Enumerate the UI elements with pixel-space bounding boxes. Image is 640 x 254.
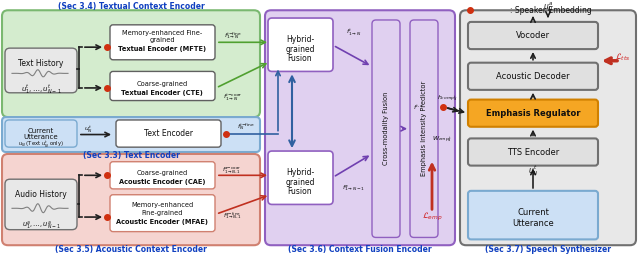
FancyBboxPatch shape — [468, 138, 598, 166]
Text: $f_N^{t\rm{-}fine}$: $f_N^{t\rm{-}fine}$ — [237, 121, 255, 132]
Text: Fusion: Fusion — [288, 187, 312, 196]
Text: $f_{1\to N-1}^a$: $f_{1\to N-1}^a$ — [342, 183, 365, 193]
Text: Hybrid-: Hybrid- — [286, 35, 314, 44]
Text: Acoustic Encoder (MFAE): Acoustic Encoder (MFAE) — [116, 219, 208, 225]
Text: $f_{1\to N\text{-}1}^{a\rm{-}fine}$: $f_{1\to N\text{-}1}^{a\rm{-}fine}$ — [223, 211, 241, 221]
Text: Coarse-grained: Coarse-grained — [136, 170, 188, 176]
FancyBboxPatch shape — [268, 18, 333, 71]
Text: (Sec 3.3) Text Encoder: (Sec 3.3) Text Encoder — [83, 151, 179, 160]
Text: $u_1^a,\ldots,u_{N-1}^a$: $u_1^a,\ldots,u_{N-1}^a$ — [22, 220, 60, 232]
FancyBboxPatch shape — [110, 162, 215, 189]
Text: Fine-grained: Fine-grained — [141, 210, 183, 216]
Text: $h_{comp_N^t}$: $h_{comp_N^t}$ — [437, 93, 457, 103]
Text: Current: Current — [28, 128, 54, 134]
Text: $f_{1\to N}^{t\rm{-}coar}$: $f_{1\to N}^{t\rm{-}coar}$ — [223, 92, 243, 103]
Text: Utterance: Utterance — [24, 134, 58, 140]
Text: Hybrid-: Hybrid- — [286, 168, 314, 177]
FancyBboxPatch shape — [268, 151, 333, 204]
Text: (Sec 3.7) Speech Synthesizer: (Sec 3.7) Speech Synthesizer — [485, 245, 611, 253]
FancyBboxPatch shape — [468, 22, 598, 49]
FancyBboxPatch shape — [5, 48, 77, 93]
Text: $u_N$ (Text $u_N^t$ only): $u_N$ (Text $u_N^t$ only) — [18, 140, 64, 150]
FancyBboxPatch shape — [468, 63, 598, 90]
FancyBboxPatch shape — [110, 71, 215, 101]
Text: Memory-enhanced Fine-: Memory-enhanced Fine- — [122, 30, 202, 36]
FancyBboxPatch shape — [110, 195, 215, 232]
Text: Emphasis Regulator: Emphasis Regulator — [486, 109, 580, 118]
Text: grained: grained — [285, 45, 315, 54]
FancyBboxPatch shape — [2, 117, 260, 152]
Text: Textual Encoder (MFTE): Textual Encoder (MFTE) — [118, 46, 206, 52]
Text: Utterance: Utterance — [512, 219, 554, 228]
FancyBboxPatch shape — [2, 154, 260, 245]
Text: Acoustic Encoder (CAE): Acoustic Encoder (CAE) — [119, 179, 205, 185]
Text: Textual Encoder (CTE): Textual Encoder (CTE) — [121, 90, 203, 96]
Text: Audio History: Audio History — [15, 190, 67, 199]
Text: Current: Current — [517, 208, 549, 217]
Text: $u_N^a$: $u_N^a$ — [543, 1, 554, 14]
Text: $\mathcal{L}_{emp}$: $\mathcal{L}_{emp}$ — [422, 211, 442, 223]
Text: $\mathcal{L}_{tts}$: $\mathcal{L}_{tts}$ — [615, 51, 630, 63]
Text: Coarse-grained: Coarse-grained — [136, 81, 188, 87]
Text: TTS Encoder: TTS Encoder — [507, 148, 559, 156]
Text: Fusion: Fusion — [288, 54, 312, 63]
Text: grained: grained — [285, 178, 315, 187]
Text: Text History: Text History — [19, 59, 64, 68]
FancyBboxPatch shape — [410, 20, 438, 237]
FancyBboxPatch shape — [372, 20, 400, 237]
Text: Memory-enhanced: Memory-enhanced — [131, 202, 193, 209]
Text: $f_{1\to N}^t$: $f_{1\to N}^t$ — [346, 27, 362, 38]
FancyBboxPatch shape — [116, 120, 221, 147]
FancyBboxPatch shape — [110, 25, 215, 60]
Text: Text Encoder: Text Encoder — [143, 129, 193, 138]
Text: $u_N^t$: $u_N^t$ — [527, 163, 538, 178]
Text: : Speaker Embedding: : Speaker Embedding — [510, 6, 592, 15]
Text: (Sec 3.5) Acoustic Context Encoder: (Sec 3.5) Acoustic Context Encoder — [55, 245, 207, 253]
Text: $f^{t,a}$: $f^{t,a}$ — [413, 103, 424, 112]
FancyBboxPatch shape — [468, 100, 598, 127]
Text: $W_{emp_N^t}$: $W_{emp_N^t}$ — [432, 134, 452, 144]
Text: $f_{1\to N\text{-}1}^{a\rm{-}coar}$: $f_{1\to N\text{-}1}^{a\rm{-}coar}$ — [222, 165, 242, 176]
Text: Cross-modality Fusion: Cross-modality Fusion — [383, 92, 389, 165]
FancyBboxPatch shape — [5, 120, 77, 147]
Text: $u_1^t,\ldots,u_{N-1}^t$: $u_1^t,\ldots,u_{N-1}^t$ — [20, 82, 61, 96]
Text: Vocoder: Vocoder — [516, 31, 550, 40]
Text: grained: grained — [149, 37, 175, 43]
FancyBboxPatch shape — [2, 10, 260, 117]
Text: (Sec 3.6) Context Fusion Encoder: (Sec 3.6) Context Fusion Encoder — [288, 245, 432, 253]
Text: $f_{1\to N}^{t\rm{-}fine}$: $f_{1\to N}^{t\rm{-}fine}$ — [224, 30, 242, 41]
Text: $u_N^t$: $u_N^t$ — [84, 124, 93, 135]
Text: Acoustic Decoder: Acoustic Decoder — [496, 72, 570, 81]
FancyBboxPatch shape — [265, 10, 455, 245]
FancyBboxPatch shape — [468, 191, 598, 239]
Text: (Sec 3.4) Textual Context Encoder: (Sec 3.4) Textual Context Encoder — [58, 2, 204, 11]
Text: Emphasis Intensity Predictor: Emphasis Intensity Predictor — [421, 81, 427, 176]
FancyBboxPatch shape — [5, 179, 77, 230]
FancyBboxPatch shape — [460, 10, 636, 245]
